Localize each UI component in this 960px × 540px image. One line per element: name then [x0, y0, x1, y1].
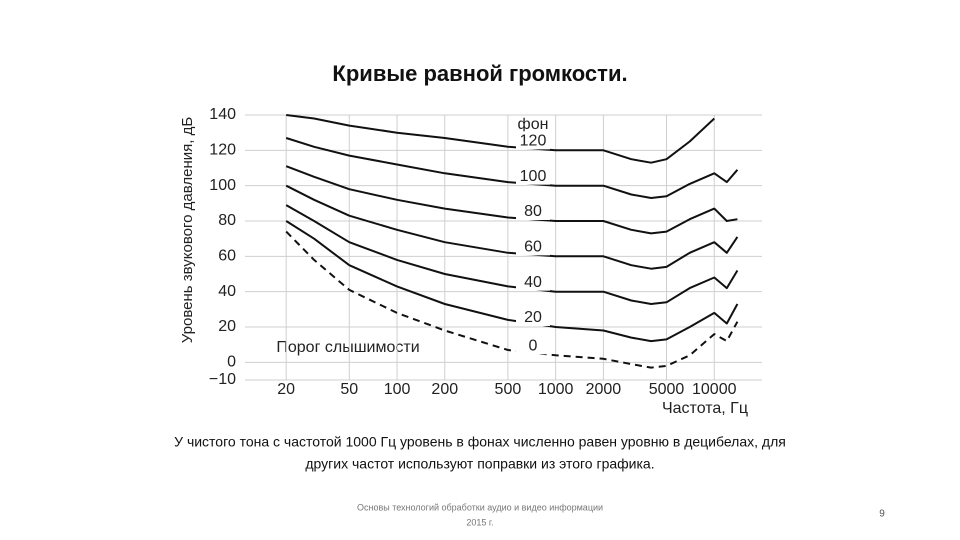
label-bg	[516, 202, 550, 220]
curve	[286, 114, 715, 164]
curve	[285, 230, 739, 369]
caption-line: У чистого тона с частотой 1000 Гц уровен…	[174, 434, 786, 450]
annotation: Порог слышимости	[276, 339, 419, 356]
x-tick-label: 1000	[538, 381, 574, 398]
legend-label: 100	[520, 168, 547, 185]
slide-title: Кривые равной громкости.	[332, 61, 627, 86]
label-bg	[516, 336, 550, 355]
legend-label: 40	[524, 274, 542, 291]
label-bg	[516, 131, 550, 150]
curve	[285, 165, 738, 235]
y-axis-title: Уровень звукового давления, дБ	[179, 117, 196, 344]
legend-label: 120	[520, 133, 547, 150]
page-number: 9	[879, 509, 885, 520]
x-tick-label: 5000	[649, 381, 685, 398]
y-tick-label: 120	[209, 142, 236, 159]
legend-label: 80	[524, 203, 542, 220]
y-tick-label: 80	[218, 212, 236, 229]
x-tick-label: 10000	[692, 381, 737, 398]
label-bg	[516, 272, 550, 291]
legend-label: 60	[524, 239, 542, 256]
y-tick-label: −10	[209, 371, 236, 388]
curve	[285, 184, 739, 270]
footer-line: 2015 г.	[466, 517, 493, 527]
y-tick-label: 40	[218, 283, 236, 300]
legend-label: 20	[524, 309, 542, 326]
y-tick-label: 140	[209, 106, 236, 123]
legend-title: фон	[518, 116, 549, 133]
y-tick-label: 100	[209, 177, 236, 194]
y-tick-label: 20	[218, 318, 236, 335]
x-tick-label: 100	[384, 381, 411, 398]
label-bg	[516, 237, 550, 256]
label-bg	[516, 308, 550, 326]
x-tick-label: 50	[340, 381, 358, 398]
x-tick-label: 200	[431, 381, 458, 398]
curve	[285, 204, 739, 305]
x-tick-label: 500	[495, 381, 522, 398]
y-tick-label: 60	[218, 248, 236, 265]
label-bg	[516, 166, 550, 185]
curve	[285, 220, 739, 343]
x-axis-title: Частота, Гц	[662, 400, 748, 417]
x-tick-label: 2000	[586, 381, 622, 398]
curve	[285, 137, 739, 199]
caption-line: других частот используют поправки из это…	[305, 456, 654, 472]
legend-label: 0	[529, 337, 538, 354]
y-tick-label: 0	[227, 354, 236, 371]
footer-line: Основы технологий обработки аудио и виде…	[357, 502, 603, 512]
x-tick-label: 20	[277, 381, 295, 398]
